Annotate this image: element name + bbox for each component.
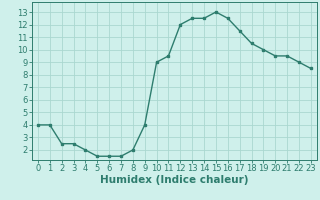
X-axis label: Humidex (Indice chaleur): Humidex (Indice chaleur) [100, 175, 249, 185]
